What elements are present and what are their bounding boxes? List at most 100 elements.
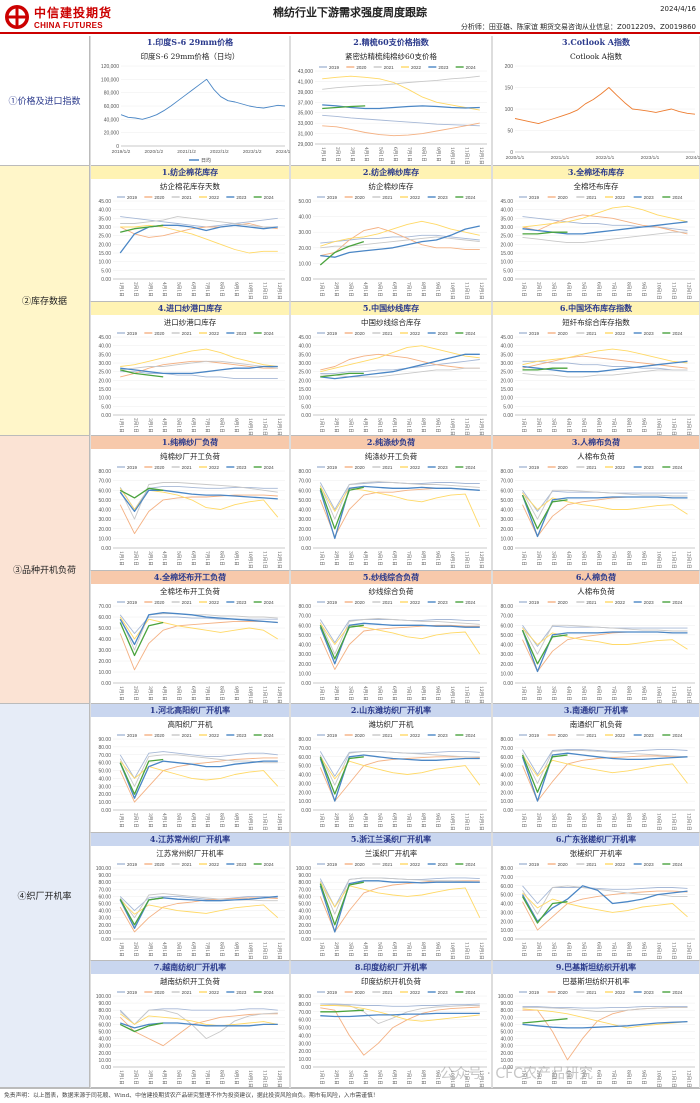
- legend-label: 2022: [615, 465, 626, 470]
- legend-label: 2024: [672, 465, 683, 470]
- x-tick-label: 7月1日: [405, 813, 411, 828]
- y-tick-label: 40.00: [500, 773, 513, 779]
- legend-label: 2021: [182, 465, 193, 470]
- x-tick-label: 1月1日: [118, 1070, 124, 1085]
- chart-panel-p11: 2.纯涤纱负荷 纯涤纱开工负荷 0.00 10.00 20.00 30.00 40.00 50…: [290, 436, 492, 570]
- y-tick-label: 39,000: [298, 90, 314, 96]
- y-tick-label: 10.00: [298, 261, 311, 267]
- legend-item: 2021: [171, 600, 193, 605]
- series-line-2021: [522, 1006, 688, 1013]
- chart-svg: 0.00 5.00 10.00 15.00 20.00 25.00 30.00 35.00 40…: [98, 331, 285, 435]
- series-line-2020: [119, 897, 278, 933]
- legend-label: 2019: [529, 600, 540, 605]
- legend-item: 2019: [117, 990, 138, 995]
- x-tick-label: 11月1日: [464, 147, 470, 164]
- y-tick-label: 50.00: [298, 199, 311, 205]
- y-tick-label: 20.00: [500, 378, 513, 384]
- x-tick-label: 6月1日: [391, 282, 397, 297]
- series-line-2021: [119, 754, 278, 787]
- legend-item: 2019: [317, 465, 338, 470]
- y-tick-label: 30.00: [298, 1041, 311, 1047]
- legend-item: 2022: [199, 990, 220, 995]
- section-3: ③品种开机负荷 1.纯棉纱厂负荷 纯棉纱厂开工负荷 0.00 10.00 20.00 30.…: [0, 436, 700, 704]
- x-tick-label: 10月1日: [247, 551, 253, 568]
- x-tick-label: 3月1日: [551, 418, 557, 433]
- chart-heading: 3.人棉布负荷: [493, 436, 699, 449]
- legend-item: 2021: [372, 862, 393, 867]
- series-line-2020: [119, 757, 278, 803]
- chart-panel-p10: 1.纯棉纱厂负荷 纯棉纱厂开工负荷 0.00 10.00 20.00 30.00 40.00…: [90, 436, 290, 570]
- y-tick-label: 30.00: [298, 517, 311, 523]
- y-tick-label: 10.00: [500, 536, 513, 542]
- legend-item: 2022: [400, 465, 421, 470]
- legend-item: 2019: [117, 862, 138, 867]
- x-tick-label: 10月1日: [449, 942, 455, 959]
- chart-svg: 0.00 10.00 20.00 30.00 40.00 50.00 60.00 70.00 8…: [298, 600, 487, 703]
- y-tick-label: 35.00: [500, 352, 513, 358]
- legend-item: 2022: [199, 862, 220, 867]
- x-tick-label: 2月1日: [133, 282, 139, 297]
- x-tick-label: 10月1日: [656, 686, 662, 703]
- legend-item: 2020: [344, 600, 365, 605]
- x-tick-label: 4月1日: [161, 813, 167, 828]
- x-tick-label: 11月1日: [262, 418, 268, 435]
- legend-item: 2023: [226, 862, 247, 867]
- y-tick-label: 30.00: [500, 517, 513, 523]
- y-tick-label: 70.00: [298, 479, 311, 485]
- x-tick-label: 7月1日: [611, 686, 617, 701]
- legend-label: 2022: [615, 862, 626, 867]
- legend-item: 2020: [144, 331, 165, 336]
- x-tick-label: 1月1日: [320, 147, 326, 162]
- x-tick-label: 10月1日: [449, 813, 455, 830]
- legend-label: 2021: [382, 862, 393, 867]
- legend-label: 2024: [465, 331, 476, 336]
- x-tick-label: 4月1日: [566, 1070, 572, 1085]
- x-tick-label: 12月1日: [276, 282, 282, 299]
- legend-label: 2021: [182, 600, 193, 605]
- legend-item: 2021: [372, 733, 393, 738]
- chart-svg: 0.00 10.00 20.00 30.00 40.00 50.00 60.00 70.00 8…: [500, 862, 695, 959]
- x-tick-label: 3月1日: [147, 942, 153, 957]
- legend-label: 2019: [127, 990, 138, 995]
- x-tick-label: 4月1日: [362, 418, 368, 433]
- x-tick-label: 4月1日: [161, 686, 167, 701]
- y-tick-label: 60.00: [298, 1018, 311, 1024]
- y-tick-label: 60.00: [500, 623, 513, 629]
- y-tick-label: 60.00: [298, 623, 311, 629]
- y-tick-label: 90.00: [298, 873, 311, 879]
- x-tick-label: 11月1日: [671, 686, 677, 703]
- legend-label: 2024: [465, 990, 476, 995]
- x-tick-label: 1月1日: [318, 282, 324, 297]
- x-tick-label: 12月1日: [276, 942, 282, 959]
- series-line-2020: [119, 494, 278, 535]
- legend-label: 2020: [355, 331, 366, 336]
- legend-item: 2022: [199, 195, 220, 200]
- y-tick-label: 40.00: [298, 215, 311, 221]
- x-tick-label: 2022/1/2: [210, 149, 229, 155]
- y-tick-label: 70.00: [98, 479, 111, 485]
- legend-label: 2024: [264, 990, 275, 995]
- legend-label: 2023: [438, 600, 449, 605]
- y-tick-label: 30.00: [298, 361, 311, 367]
- x-tick-label: 11月1日: [463, 551, 469, 568]
- legend-label: 2021: [586, 600, 597, 605]
- legend-item: 2019: [317, 733, 338, 738]
- legend-item: 2023: [427, 600, 449, 605]
- y-tick-label: 80.00: [500, 604, 513, 610]
- legend-item: 2019: [519, 195, 540, 200]
- y-tick-label: 30.00: [298, 230, 311, 236]
- chart-svg: 0.00 10.00 20.00 30.00 40.00 50.00 60.00 70.00 8…: [298, 465, 487, 568]
- legend-item: 2019: [317, 331, 338, 336]
- chart-svg: 0.00 5.00 10.00 15.00 20.00 25.00 30.00 35.00 40…: [500, 195, 695, 299]
- y-tick-label: 30.00: [500, 910, 513, 916]
- x-tick-label: 11月1日: [671, 942, 677, 959]
- x-tick-label: 2月1日: [536, 686, 542, 701]
- legend-label: 2023: [438, 990, 449, 995]
- x-tick-label: 6月1日: [596, 813, 602, 828]
- x-tick-label: 2月1日: [333, 551, 339, 566]
- legend-label: 2024: [465, 195, 476, 200]
- y-tick-label: 80.00: [298, 737, 311, 743]
- y-tick-label: 40.00: [98, 208, 111, 214]
- y-tick-label: 80.00: [298, 604, 311, 610]
- chart-title: 中国纱线综合库存: [361, 318, 421, 327]
